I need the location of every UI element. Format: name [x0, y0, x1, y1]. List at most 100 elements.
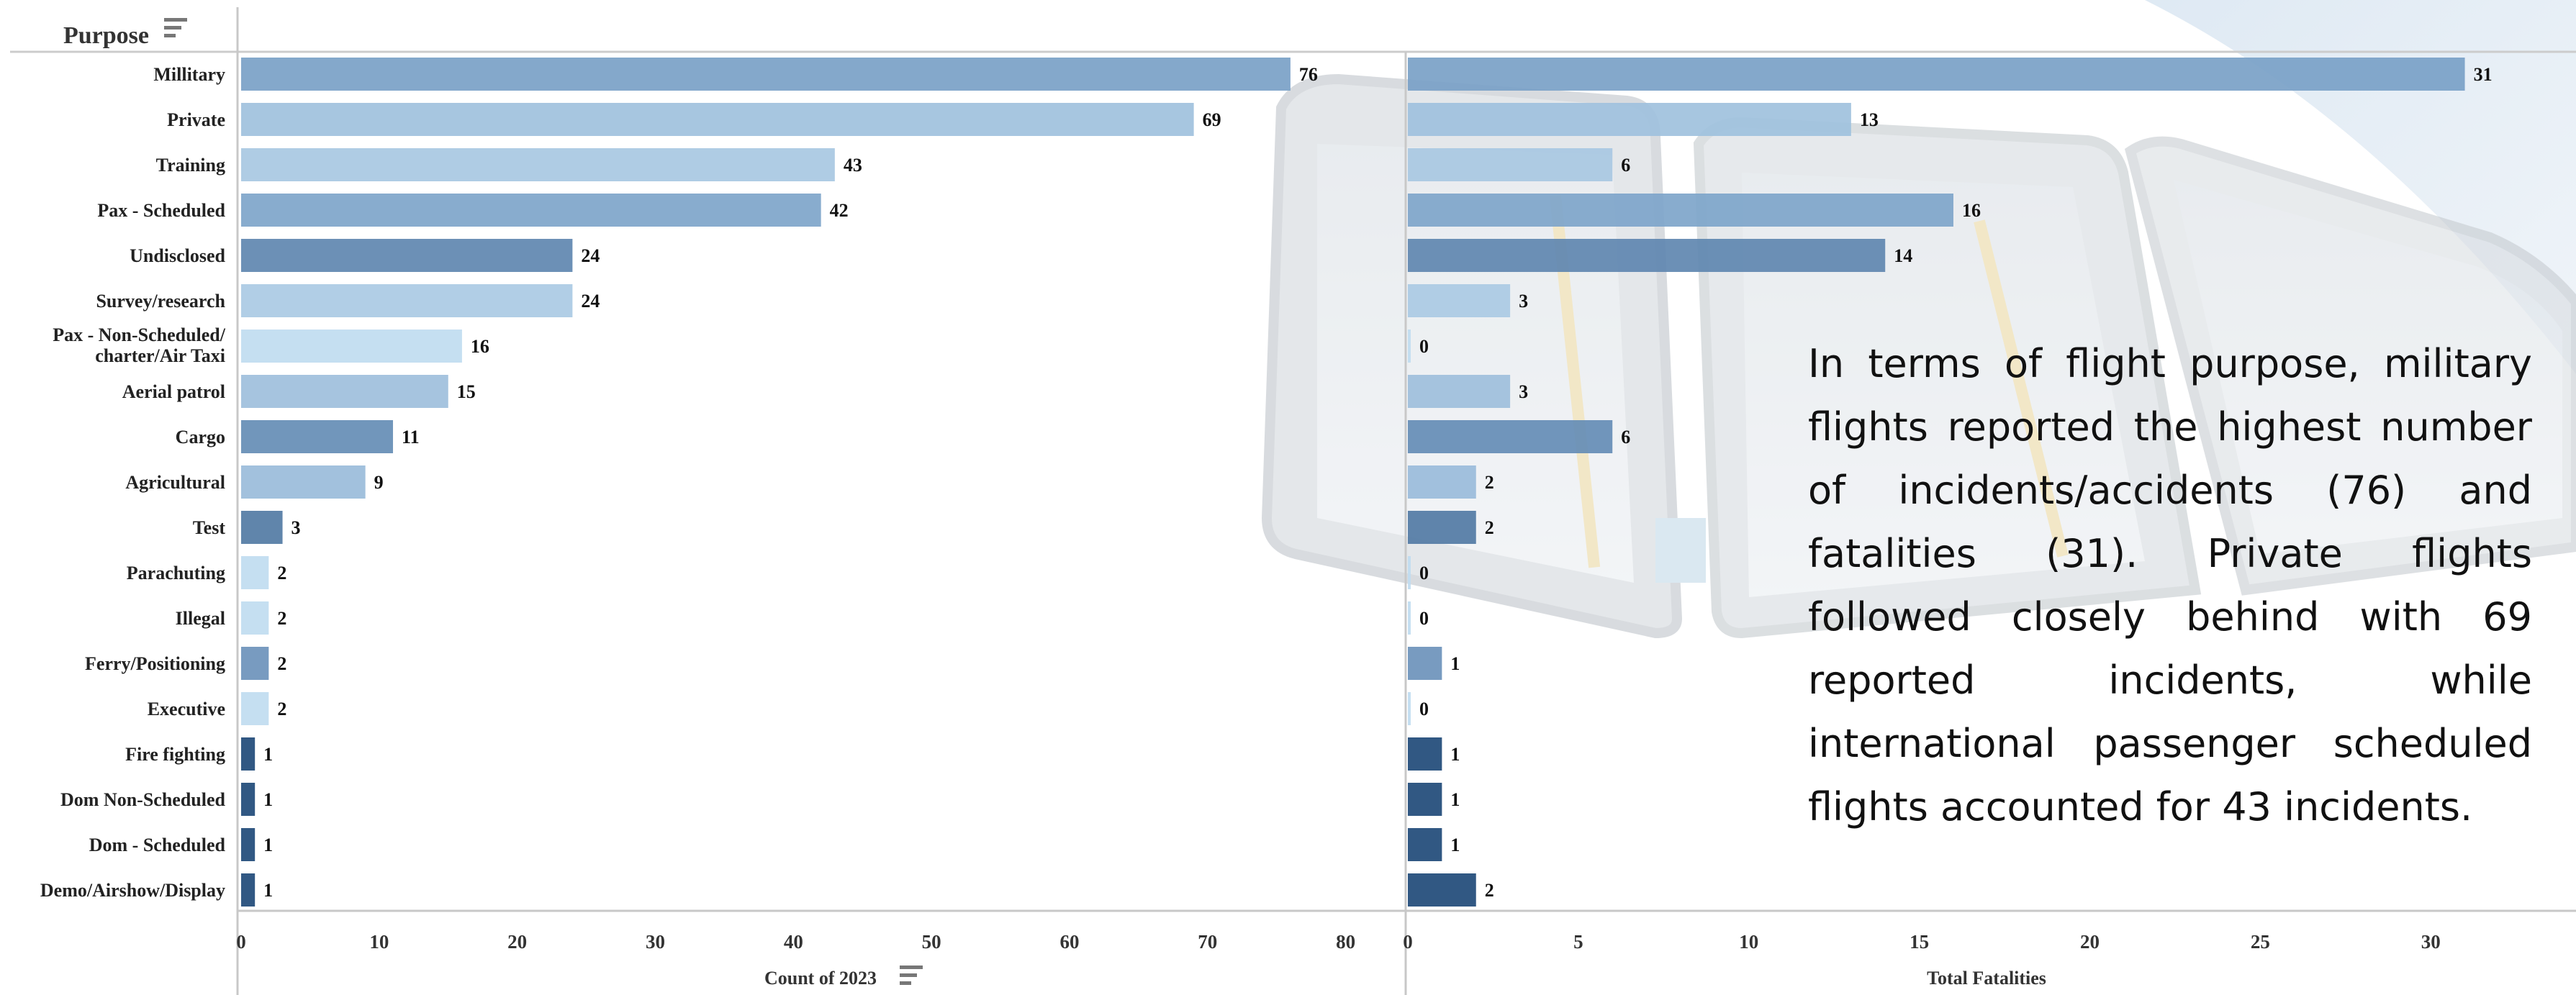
value-label: 16	[471, 336, 489, 357]
bar[interactable]	[1408, 239, 1886, 272]
x-tick-label: 10	[1739, 931, 1758, 953]
category-label: Dom - Scheduled	[89, 835, 226, 855]
bar[interactable]	[1408, 556, 1411, 589]
bar[interactable]	[1408, 783, 1442, 816]
category-label: Millitary	[153, 64, 225, 85]
bar[interactable]	[241, 58, 1291, 91]
bar[interactable]	[241, 194, 821, 227]
value-label: 13	[1860, 109, 1879, 130]
category-label: Illegal	[176, 608, 225, 629]
value-label: 76	[1299, 64, 1318, 85]
category-label: Survey/research	[96, 291, 225, 312]
value-label: 1	[263, 835, 273, 855]
x-tick-label: 10	[369, 931, 389, 953]
category-label: Ferry/Positioning	[85, 653, 225, 674]
x-tick-label: 60	[1059, 931, 1079, 953]
bar[interactable]	[1408, 647, 1442, 680]
value-label: 1	[263, 880, 273, 901]
x-tick-label: 0	[1403, 931, 1413, 953]
value-label: 16	[1962, 200, 1981, 221]
bar[interactable]	[1408, 194, 1953, 227]
value-label: 0	[1419, 608, 1429, 629]
bar[interactable]	[241, 330, 462, 363]
bar[interactable]	[1408, 828, 1442, 861]
value-label: 3	[1519, 291, 1528, 312]
category-label: Private	[167, 109, 225, 130]
bar[interactable]	[241, 737, 256, 771]
bar[interactable]	[1408, 873, 1476, 907]
bar[interactable]	[1408, 375, 1511, 408]
bar[interactable]	[241, 375, 448, 408]
bar[interactable]	[241, 601, 269, 635]
value-label: 6	[1621, 427, 1630, 447]
value-label: 43	[844, 155, 862, 176]
x-tick-label: 5	[1573, 931, 1583, 953]
value-label: 42	[830, 200, 849, 221]
category-label: Demo/Airshow/Display	[40, 880, 225, 901]
category-label: Pax - Scheduled	[97, 200, 225, 221]
x-axis-title: Count of 2023	[764, 968, 877, 989]
bar[interactable]	[241, 828, 256, 861]
bar[interactable]	[1408, 58, 2465, 91]
bar[interactable]	[1408, 284, 1511, 317]
value-label: 1	[1450, 789, 1460, 810]
category-label: charter/Air Taxi	[95, 345, 225, 366]
bar[interactable]	[1408, 511, 1476, 544]
bar[interactable]	[241, 647, 269, 680]
category-label: Dom Non-Scheduled	[60, 789, 226, 810]
bar[interactable]	[241, 148, 835, 181]
bar[interactable]	[241, 103, 1194, 136]
x-tick-label: 20	[507, 931, 527, 953]
category-label: Parachuting	[127, 563, 225, 583]
bar[interactable]	[241, 420, 394, 453]
bar[interactable]	[241, 239, 573, 272]
category-label: Aerial patrol	[122, 381, 225, 402]
category-label: Fire fighting	[125, 744, 225, 765]
sort-icon[interactable]	[163, 16, 190, 40]
bar[interactable]	[241, 783, 256, 816]
value-label: 11	[402, 427, 420, 447]
value-label: 9	[374, 472, 384, 493]
sort-icon[interactable]	[900, 966, 923, 985]
value-label: 3	[1519, 381, 1528, 402]
bar[interactable]	[241, 284, 573, 317]
bar[interactable]	[1408, 601, 1411, 635]
value-label: 3	[292, 517, 301, 538]
value-label: 0	[1419, 336, 1429, 357]
value-label: 2	[277, 608, 286, 629]
bar[interactable]	[1408, 148, 1613, 181]
category-label: Cargo	[176, 427, 225, 447]
category-label: Undisclosed	[130, 245, 225, 266]
bar[interactable]	[241, 511, 283, 544]
value-label: 24	[581, 245, 600, 266]
value-label: 69	[1203, 109, 1221, 130]
bar[interactable]	[241, 465, 366, 499]
x-tick-label: 15	[1910, 931, 1929, 953]
category-label: Agricultural	[125, 472, 225, 493]
value-label: 31	[2474, 64, 2493, 85]
bar[interactable]	[1408, 420, 1613, 453]
value-label: 24	[581, 291, 600, 312]
value-label: 2	[277, 653, 286, 674]
x-tick-label: 30	[646, 931, 665, 953]
bar[interactable]	[241, 692, 269, 725]
bar[interactable]	[1408, 465, 1476, 499]
value-label: 1	[263, 744, 273, 765]
value-label: 0	[1419, 699, 1429, 719]
value-label: 6	[1621, 155, 1630, 176]
bar[interactable]	[1408, 103, 1851, 136]
bar[interactable]	[241, 556, 269, 589]
value-label: 1	[263, 789, 273, 810]
x-tick-label: 25	[2251, 931, 2270, 953]
bar[interactable]	[241, 873, 256, 907]
bar[interactable]	[1408, 692, 1411, 725]
category-label: Executive	[148, 699, 225, 719]
bar[interactable]	[1408, 737, 1442, 771]
x-tick-label: 0	[236, 931, 246, 953]
x-tick-label: 20	[2080, 931, 2100, 953]
bar[interactable]	[1408, 330, 1411, 363]
value-label: 2	[1485, 517, 1494, 538]
